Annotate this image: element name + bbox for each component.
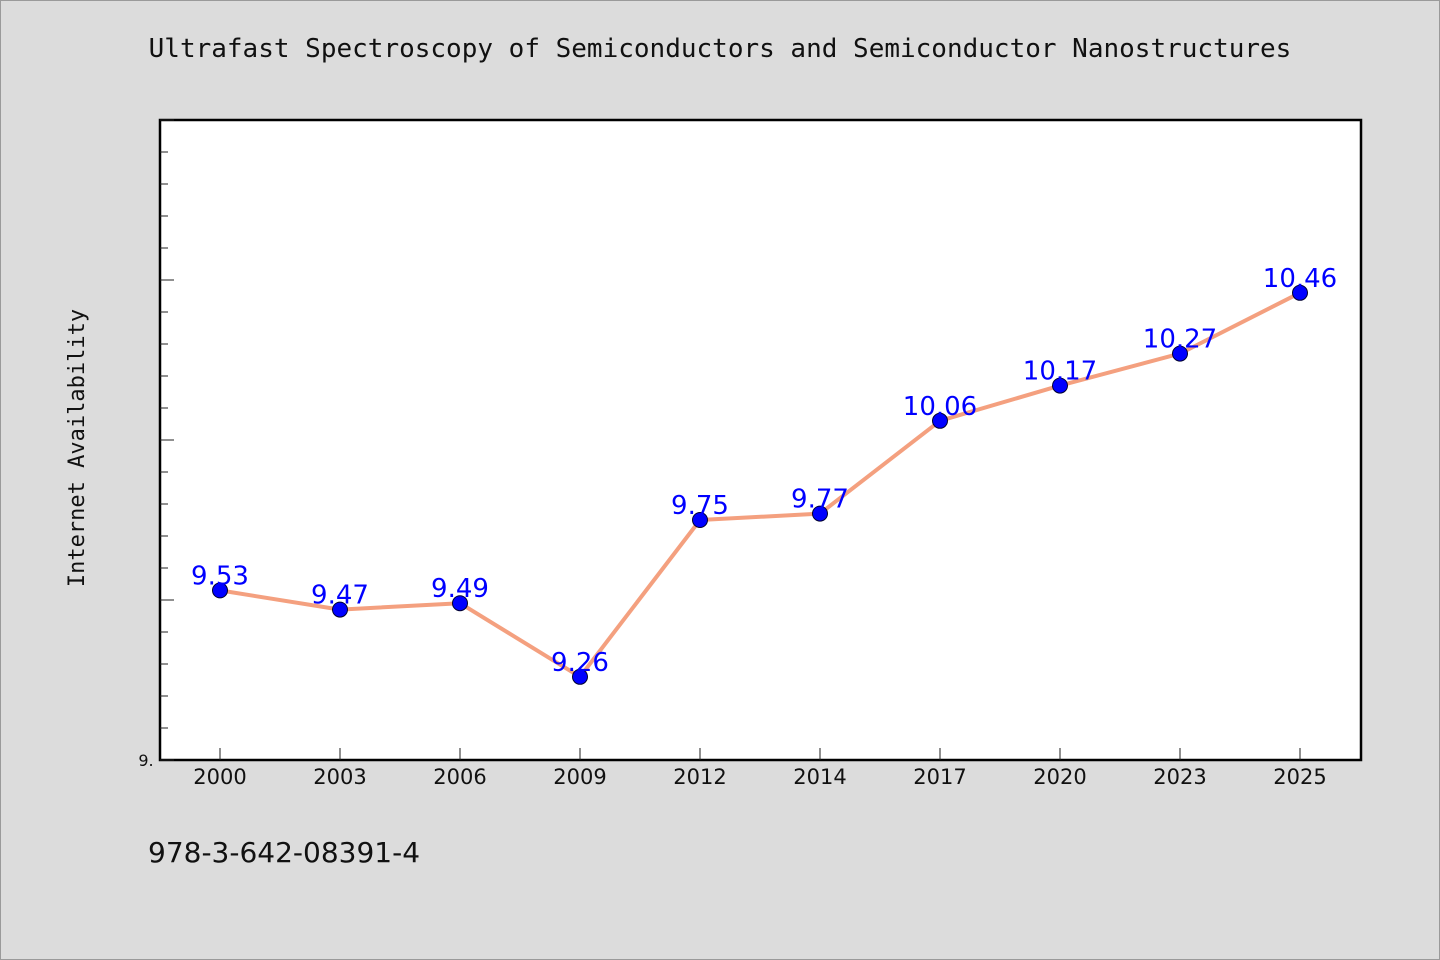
data-point	[932, 412, 948, 429]
x-tick-label: 2020	[1033, 765, 1086, 789]
y-axis-ticks	[160, 119, 174, 761]
data-label: 9.47	[311, 581, 369, 611]
x-tick-label: 2003	[313, 765, 366, 789]
x-tick-label: 2014	[793, 765, 846, 789]
data-point	[212, 582, 228, 599]
y-tick-label: 9.	[138, 751, 153, 770]
data-label: 9.49	[431, 574, 489, 604]
data-point	[572, 668, 588, 685]
data-label: 9.77	[791, 485, 849, 515]
data-point	[452, 595, 468, 612]
x-tick-label: 2009	[553, 765, 606, 789]
footer-code: 978-3-642-08391-4	[148, 836, 421, 869]
series-line-group: 9.53 9.47 9.49 9.26 9.75 9.77 10.06 10.17 10.27 1…	[191, 264, 1337, 685]
data-point	[812, 505, 828, 522]
x-tick-label: 2023	[1153, 765, 1206, 789]
x-axis-ticks: 2000 2003 2006 2009 2012 2014 2017 2020 2023 2025	[193, 748, 1327, 789]
data-point	[1172, 345, 1188, 362]
x-tick-label: 2006	[433, 765, 486, 789]
x-tick-label: 2017	[913, 765, 966, 789]
x-tick-label: 2025	[1273, 765, 1326, 789]
data-label: 10.46	[1263, 264, 1337, 294]
x-tick-label: 2000	[193, 765, 246, 789]
data-label: 9.75	[671, 491, 729, 521]
data-point	[1292, 284, 1308, 301]
data-label: 10.06	[903, 392, 977, 422]
data-label: 10.17	[1023, 357, 1097, 387]
y-axis-label: Internet Availability	[65, 309, 90, 587]
series-line	[219, 291, 1301, 679]
data-label: 9.26	[551, 648, 609, 678]
plot-area	[158, 118, 1363, 762]
data-point	[692, 512, 708, 528]
x-tick-label: 2012	[673, 765, 726, 789]
data-point	[332, 601, 348, 618]
chart-title: Ultrafast Spectroscopy of Semiconductors…	[148, 34, 1292, 64]
data-label: 10.27	[1143, 325, 1217, 355]
data-label: 9.53	[191, 561, 249, 591]
data-point	[1052, 377, 1068, 394]
